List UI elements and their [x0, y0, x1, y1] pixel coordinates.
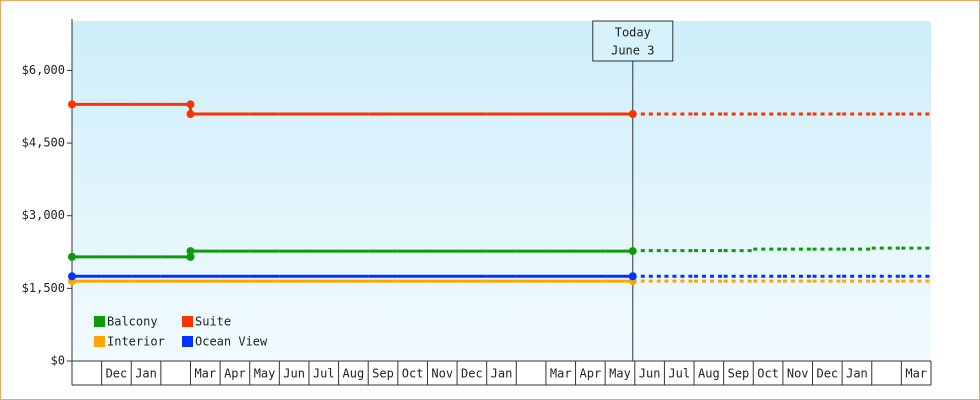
x-tick-label: Dec [816, 367, 838, 381]
x-tick-label: Oct [402, 367, 424, 381]
price-point [628, 247, 637, 256]
x-tick-label: Jan [135, 367, 157, 381]
x-tick-label: Jun [283, 367, 305, 381]
x-tick-label: Dec [106, 367, 128, 381]
x-tick-label: Sep [728, 367, 750, 381]
price-point [186, 110, 195, 119]
y-tick-label: $1,500 [22, 281, 65, 295]
x-tick-label: Apr [580, 367, 602, 381]
today-box [592, 20, 674, 62]
x-tick-label: Apr [224, 367, 246, 381]
plot-background [72, 21, 931, 361]
x-tick-label: Dec [461, 367, 483, 381]
series [68, 246, 931, 261]
y-tick-label: $6,000 [22, 63, 65, 77]
x-tick-label: May [254, 367, 276, 381]
x-tick-label: Sep [372, 367, 394, 381]
today-date: June 3 [611, 44, 654, 58]
y-tick-label: $3,000 [22, 208, 65, 222]
x-tick-label: Jan [491, 367, 513, 381]
price-point [68, 252, 76, 261]
legend-label: Suite [195, 315, 231, 329]
price-point [628, 110, 637, 119]
legend-swatch [182, 316, 193, 327]
price-point [186, 247, 195, 256]
legend-label: Interior [107, 335, 165, 349]
price-point [186, 252, 195, 261]
x-tick-label: Jul [668, 367, 690, 381]
x-tick-label: Jul [313, 367, 335, 381]
legend-swatch [94, 336, 105, 347]
series [68, 277, 931, 286]
x-tick-label: Oct [757, 367, 779, 381]
x-tick-label: Aug [343, 367, 365, 381]
x-tick-label: Mar [550, 367, 572, 381]
legend-label: Balcony [107, 315, 158, 329]
legend-swatch [94, 316, 105, 327]
x-tick-label: Nov [431, 367, 453, 381]
x-tick-label: Mar [905, 367, 927, 381]
price-point [186, 100, 195, 109]
x-tick-label: Jan [846, 367, 868, 381]
x-tick-label: Jun [639, 367, 661, 381]
x-tick-label: Aug [698, 367, 720, 381]
price-point [68, 100, 76, 109]
series [68, 272, 931, 281]
x-tick-label: Nov [787, 367, 809, 381]
x-tick-label: May [609, 367, 631, 381]
legend-label: Ocean View [195, 335, 268, 349]
series [68, 100, 931, 119]
price-point [628, 272, 637, 281]
y-tick-label: $4,500 [22, 136, 65, 150]
legend-swatch [182, 336, 193, 347]
y-tick-label: $0 [51, 354, 65, 368]
x-tick-label: Mar [194, 367, 216, 381]
today-label: Today [615, 26, 651, 40]
price-point [68, 272, 76, 281]
